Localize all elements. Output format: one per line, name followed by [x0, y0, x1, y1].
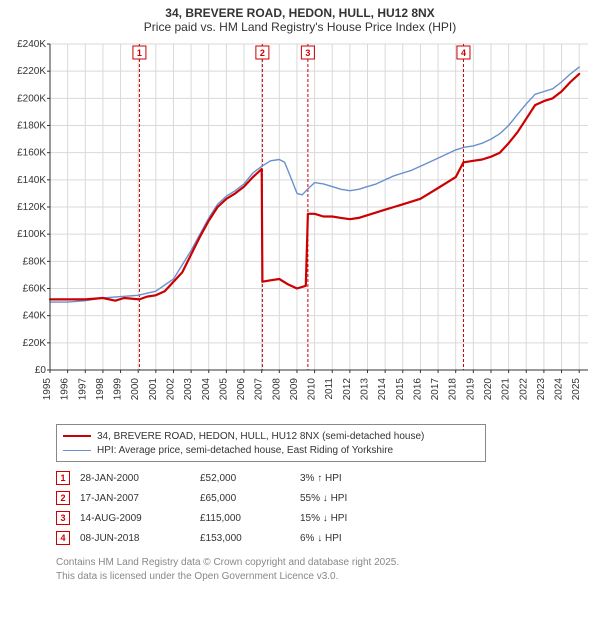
event-delta: 55% ↓ HPI	[300, 488, 357, 508]
event-price: £115,000	[200, 508, 300, 528]
x-tick-label: 2014	[377, 378, 388, 401]
event-delta: 3% ↑ HPI	[300, 468, 357, 488]
x-tick-label: 2012	[342, 378, 353, 401]
x-tick-label: 2004	[201, 378, 212, 401]
x-tick-label: 2006	[236, 378, 247, 401]
x-tick-label: 2001	[148, 378, 159, 401]
chart-titles: 34, BREVERE ROAD, HEDON, HULL, HU12 8NX …	[8, 6, 592, 34]
footer: Contains HM Land Registry data © Crown c…	[56, 556, 592, 583]
y-tick-label: £20K	[23, 338, 47, 349]
x-tick-label: 2018	[448, 378, 459, 401]
event-marker-icon: 2	[56, 491, 70, 505]
x-tick-label: 2009	[289, 378, 300, 401]
x-tick-label: 2015	[395, 378, 406, 401]
x-tick-label: 2017	[430, 378, 441, 401]
legend-swatch-red	[63, 435, 91, 437]
x-tick-label: 2013	[360, 378, 371, 401]
event-marker-number: 4	[461, 48, 466, 58]
x-tick-label: 2002	[165, 378, 176, 401]
x-tick-label: 2010	[307, 378, 318, 401]
x-tick-label: 2016	[412, 378, 423, 401]
x-tick-label: 2022	[518, 378, 529, 401]
event-date: 14-AUG-2009	[80, 508, 200, 528]
x-tick-label: 2023	[536, 378, 547, 401]
y-tick-label: £0	[35, 365, 47, 376]
x-tick-label: 2003	[183, 378, 194, 401]
events-table: 1 28-JAN-2000£52,0003% ↑ HPI 2 17-JAN-2007£…	[56, 468, 592, 548]
y-tick-label: £200K	[17, 93, 46, 104]
legend: 34, BREVERE ROAD, HEDON, HULL, HU12 8NX …	[56, 424, 486, 462]
y-tick-label: £140K	[17, 175, 46, 186]
legend-swatch-blue	[63, 450, 91, 451]
event-price: £65,000	[200, 488, 300, 508]
x-tick-label: 2021	[501, 378, 512, 401]
chart-title-sub: Price paid vs. HM Land Registry's House …	[8, 20, 592, 34]
x-tick-label: 2019	[465, 378, 476, 401]
x-tick-label: 2005	[218, 378, 229, 401]
legend-item-hpi: HPI: Average price, semi-detached house,…	[63, 443, 479, 457]
x-tick-label: 1996	[60, 378, 71, 401]
event-marker-number: 2	[260, 48, 265, 58]
x-tick-label: 1999	[113, 378, 124, 401]
x-tick-label: 2024	[554, 378, 565, 401]
event-row: 4 08-JUN-2018£153,0006% ↓ HPI	[56, 528, 357, 548]
event-marker-number: 1	[137, 48, 142, 58]
price-chart: £0 £20K £40K £60K £80K £100K £120K £140K £160K £1…	[8, 40, 592, 418]
chart-title-main: 34, BREVERE ROAD, HEDON, HULL, HU12 8NX	[8, 6, 592, 20]
event-row: 1 28-JAN-2000£52,0003% ↑ HPI	[56, 468, 357, 488]
x-tick-label: 2000	[130, 378, 141, 401]
x-tick-label: 1998	[95, 378, 106, 401]
event-delta: 15% ↓ HPI	[300, 508, 357, 528]
y-tick-label: £60K	[23, 284, 47, 295]
x-tick-label: 2007	[254, 378, 265, 401]
legend-item-price-paid: 34, BREVERE ROAD, HEDON, HULL, HU12 8NX …	[63, 429, 479, 443]
y-tick-label: £100K	[17, 229, 46, 240]
event-delta: 6% ↓ HPI	[300, 528, 357, 548]
footer-line-2: This data is licensed under the Open Gov…	[56, 570, 592, 584]
y-tick-label: £180K	[17, 121, 46, 132]
y-tick-label: £40K	[23, 311, 47, 322]
event-marker-number: 3	[305, 48, 310, 58]
y-tick-label: £240K	[17, 40, 46, 50]
chart-svg: £0 £20K £40K £60K £80K £100K £120K £140K £160K £1…	[8, 40, 592, 418]
event-price: £52,000	[200, 468, 300, 488]
x-tick-label: 1997	[77, 378, 88, 401]
footer-line-1: Contains HM Land Registry data © Crown c…	[56, 556, 592, 570]
event-row: 2 17-JAN-2007£65,00055% ↓ HPI	[56, 488, 357, 508]
legend-label-price-paid: 34, BREVERE ROAD, HEDON, HULL, HU12 8NX …	[97, 431, 424, 442]
y-tick-label: £80K	[23, 256, 47, 267]
x-tick-label: 2025	[571, 378, 582, 401]
x-tick-label: 2020	[483, 378, 494, 401]
event-price: £153,000	[200, 528, 300, 548]
y-tick-label: £160K	[17, 148, 46, 159]
event-marker-icon: 3	[56, 511, 70, 525]
event-marker-icon: 1	[56, 471, 70, 485]
x-tick-label: 2011	[324, 378, 335, 400]
event-date: 28-JAN-2000	[80, 468, 200, 488]
event-date: 17-JAN-2007	[80, 488, 200, 508]
y-tick-label: £220K	[17, 66, 46, 77]
page: 34, BREVERE ROAD, HEDON, HULL, HU12 8NX …	[0, 0, 600, 620]
y-tick-label: £120K	[17, 202, 46, 213]
x-tick-label: 1995	[42, 378, 53, 401]
legend-label-hpi: HPI: Average price, semi-detached house,…	[97, 445, 393, 456]
x-tick-label: 2008	[271, 378, 282, 401]
event-row: 3 14-AUG-2009£115,00015% ↓ HPI	[56, 508, 357, 528]
event-date: 08-JUN-2018	[80, 528, 200, 548]
event-marker-icon: 4	[56, 531, 70, 545]
